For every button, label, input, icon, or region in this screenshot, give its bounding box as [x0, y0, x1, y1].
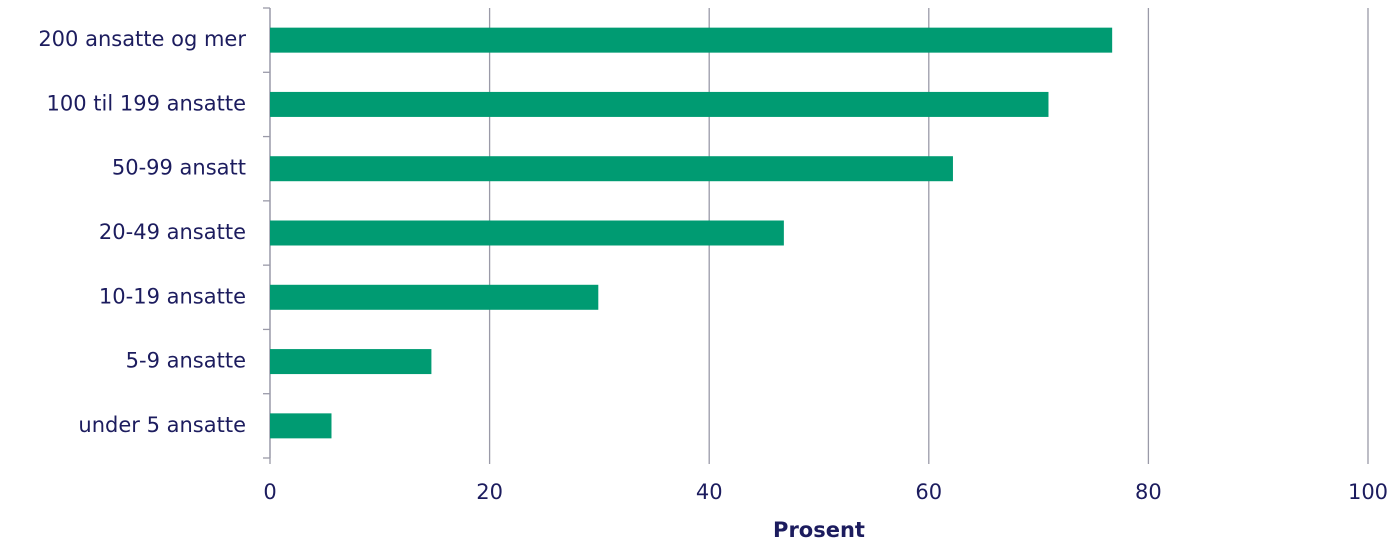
y-tick-label: 200 ansatte og mer: [38, 27, 246, 51]
bar: [270, 349, 432, 375]
x-tick-label: 60: [915, 480, 942, 504]
y-tick-label: 50-99 ansatt: [112, 156, 246, 180]
x-tick-label: 20: [476, 480, 503, 504]
bar: [270, 91, 1049, 117]
x-tick-label: 0: [263, 480, 276, 504]
x-tick-label: 100: [1348, 480, 1388, 504]
y-tick-label: under 5 ansatte: [78, 413, 246, 437]
x-axis-label: Prosent: [773, 518, 865, 542]
x-tick-label: 80: [1135, 480, 1162, 504]
bar: [270, 413, 332, 439]
bar: [270, 156, 953, 182]
y-tick-label: 20-49 ansatte: [99, 220, 246, 244]
bar: [270, 27, 1113, 53]
bar: [270, 220, 784, 246]
x-tick-label: 40: [696, 480, 723, 504]
y-tick-label: 100 til 199 ansatte: [47, 91, 246, 115]
y-tick-label: 5-9 ansatte: [126, 349, 246, 373]
y-tick-label: 10-19 ansatte: [99, 284, 246, 308]
bar: [270, 284, 599, 310]
